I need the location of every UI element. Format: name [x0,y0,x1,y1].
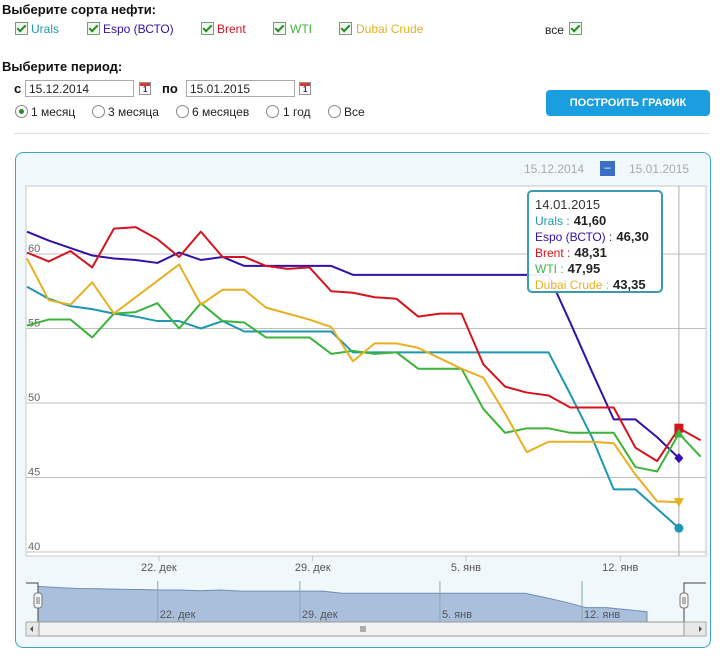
grade-label[interactable]: Brent [217,22,246,36]
navigator-tick-label: 29. дек [302,609,338,621]
to-date-input[interactable]: 15.01.2015 [186,80,295,97]
radio-label[interactable]: 6 месяцев [192,105,250,119]
navigator-handle[interactable] [33,592,43,609]
tooltip-date: 14.01.2015 [535,197,601,212]
marker-espo [674,453,684,464]
tooltip-row-espo: Espo (ВСТО) :46,30 [535,229,649,244]
build-chart-button[interactable]: ПОСТРОИТЬ ГРАФИК [546,90,710,116]
tooltip-row-brent: Brent :48,31 [535,245,607,260]
y-tick-label: 50 [28,392,40,404]
tooltip-value: 48,31 [574,245,607,260]
series-line-urals [26,285,680,529]
tooltip-value: 46,30 [616,229,649,244]
checkbox[interactable] [15,22,28,35]
series-line-espo [26,230,680,459]
from-date-input[interactable]: 15.12.2014 [25,80,134,97]
tooltip: 14.01.2015 Urals :41,60 Espo (ВСТО) :46,… [527,190,663,293]
from-label: с [14,81,22,96]
tooltip-series-name: WTI [535,262,557,276]
calendar-icon[interactable] [139,82,151,95]
scroll-left-arrow-icon[interactable] [30,626,33,632]
checkbox[interactable] [569,22,582,35]
y-tick-label: 40 [28,541,40,553]
marker-wti [673,428,684,438]
radio-label[interactable]: 3 месяца [108,105,159,119]
divider [14,133,710,134]
grade-label[interactable]: Dubai Crude [356,22,424,36]
radio-label[interactable]: 1 месяц [31,105,76,119]
range-from-date[interactable]: 15.12.2014 [524,162,585,176]
marker-urals [674,523,684,533]
to-label: по [162,81,178,96]
tooltip-series-name: Urals [535,214,564,228]
radio-label[interactable]: Все [344,105,365,119]
checkbox[interactable] [201,22,214,35]
radio[interactable] [328,105,341,118]
series-line-brent [26,226,702,463]
navigator-handle[interactable] [679,592,689,609]
navigator-tick-label: 22. дек [160,609,196,621]
checkbox[interactable] [339,22,352,35]
grades-heading: Выберите сорта нефти: [2,2,157,17]
range-to-date[interactable]: 15.01.2015 [629,162,690,176]
tooltip-series-name: Brent [535,246,564,260]
y-tick-label: 60 [28,243,40,255]
navigator-outline-right [683,582,706,622]
tooltip-row-wti: WTI :47,95 [535,261,601,276]
tooltip-series-name: Dubai Crude [535,278,603,292]
tooltip-series-name: Espo (ВСТО) [535,230,606,244]
x-tick-label: 29. дек [295,562,331,574]
scroll-right-arrow-icon[interactable] [699,626,702,632]
tooltip-value: 41,60 [573,213,607,228]
x-tick-label: 22. дек [141,562,177,574]
tooltip-row-dubai: Dubai Crude :43,35 [535,277,646,292]
radio[interactable] [92,105,105,118]
x-tick-label: 5. янв [451,562,481,574]
tooltip-value: 43,35 [613,277,646,292]
navigator-tick-label: 12. янв [584,609,620,621]
checkbox[interactable] [87,22,100,35]
y-tick-label: 45 [28,467,40,479]
tooltip-value: 47,95 [567,261,601,276]
navigator-tick-label: 5. янв [442,609,472,621]
series-line-dubai [26,258,679,504]
grade-label[interactable]: Espo (ВСТО) [103,22,174,36]
radio[interactable] [15,105,28,118]
marker-brent [674,423,684,433]
grade-label[interactable]: WTI [290,22,312,36]
navigator-area [37,585,648,623]
x-tick-label: 12. янв [602,562,638,574]
tooltip-row-urals: Urals :41,60 [535,213,607,228]
radio[interactable] [176,105,189,118]
radio[interactable] [266,105,279,118]
navigator-outline-left [26,582,39,622]
all-label[interactable]: все [545,23,564,37]
grade-label[interactable]: Urals [31,22,60,36]
marker-dubai [673,498,684,508]
checkbox[interactable] [273,22,286,35]
radio-label[interactable]: 1 год [283,105,311,119]
period-heading: Выберите период: [2,59,123,74]
calendar-icon[interactable] [299,82,311,95]
range-separator-button[interactable]: – [600,161,615,176]
